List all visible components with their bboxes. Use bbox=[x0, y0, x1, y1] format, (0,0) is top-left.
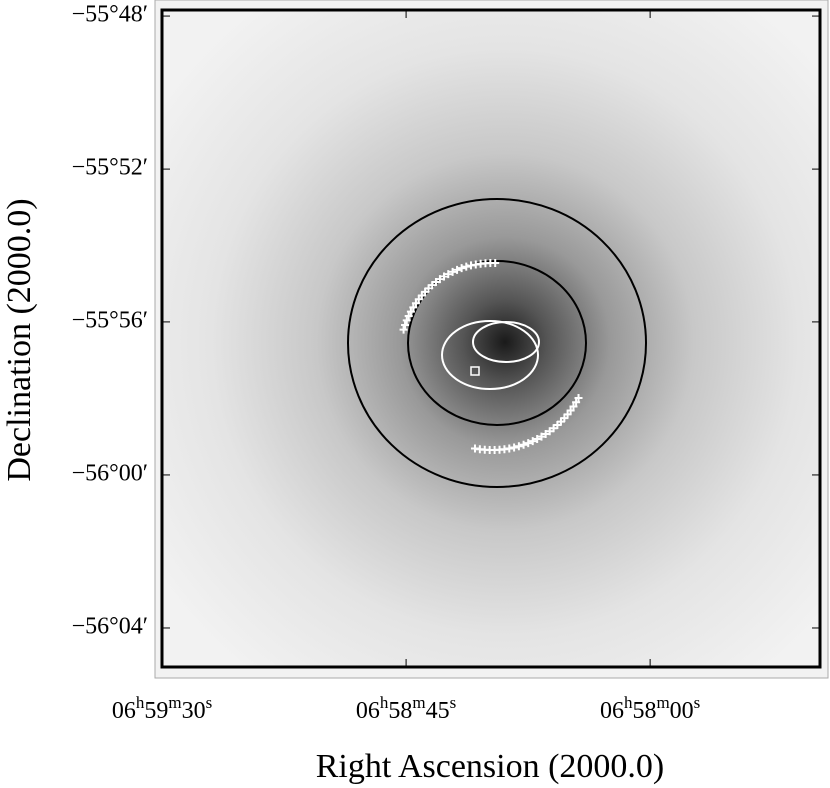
image bbox=[162, 10, 820, 667]
plus bbox=[453, 265, 462, 274]
plus bbox=[528, 437, 537, 446]
plus bbox=[491, 259, 500, 268]
plus bbox=[448, 267, 457, 276]
y-tick-label: −56°00′ bbox=[72, 460, 148, 486]
plus bbox=[572, 398, 581, 407]
y-tick-label: −56°04′ bbox=[72, 613, 148, 639]
plus bbox=[406, 307, 415, 316]
contour bbox=[407, 260, 587, 426]
plus bbox=[470, 444, 479, 453]
contour bbox=[347, 198, 647, 488]
plus bbox=[537, 432, 546, 441]
x-tick-label: 06h58m00s bbox=[600, 693, 700, 724]
frame bbox=[160, 8, 822, 669]
plus bbox=[462, 262, 471, 271]
plus bbox=[541, 430, 550, 439]
x-tick-label: 06h58m45s bbox=[356, 693, 456, 724]
plus bbox=[404, 311, 413, 320]
contour bbox=[441, 320, 539, 390]
y-tick-label: −55°52′ bbox=[72, 155, 148, 181]
plus bbox=[514, 442, 523, 451]
plus bbox=[402, 316, 411, 325]
plus bbox=[440, 272, 449, 281]
plus bbox=[524, 439, 533, 448]
plus bbox=[519, 440, 528, 449]
plus bbox=[569, 402, 578, 411]
plus bbox=[401, 320, 410, 329]
x-axis-label: Right Ascension (2000.0) bbox=[316, 748, 664, 785]
plus bbox=[457, 264, 466, 273]
y-axis-label: Declination (2000.0) bbox=[1, 198, 38, 481]
plus bbox=[444, 270, 453, 279]
plus bbox=[399, 325, 408, 334]
plus bbox=[533, 434, 542, 443]
x-tick-label: 06h59m30s bbox=[112, 693, 212, 724]
marker bbox=[470, 366, 480, 376]
y-tick-label: −55°48′ bbox=[72, 2, 148, 28]
y-tick-label: −55°56′ bbox=[72, 307, 148, 333]
plus bbox=[435, 275, 444, 284]
plus bbox=[545, 427, 554, 436]
plus bbox=[409, 303, 418, 312]
plus bbox=[574, 394, 583, 403]
contour bbox=[472, 321, 540, 363]
arc-markers bbox=[399, 259, 583, 454]
